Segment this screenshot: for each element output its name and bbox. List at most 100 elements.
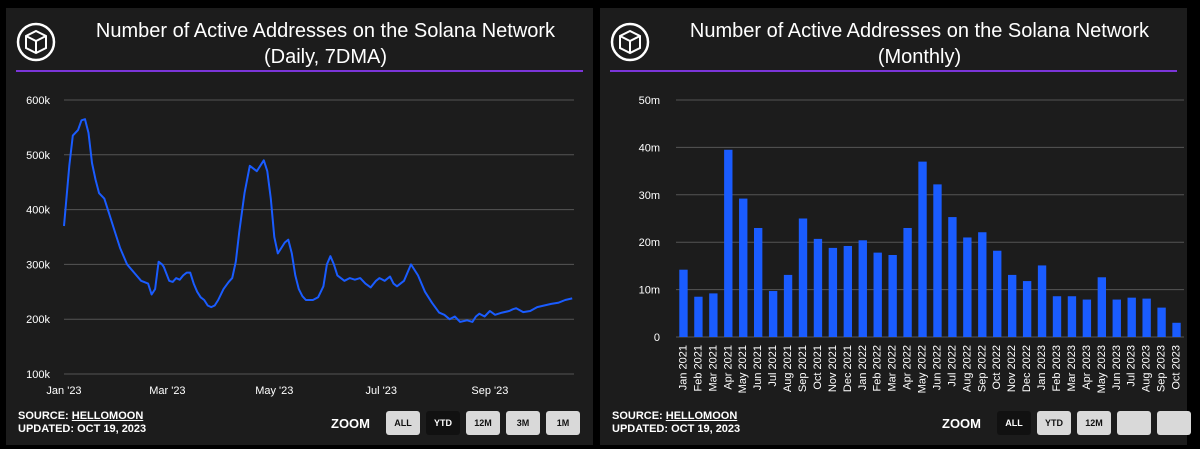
- bar: [1052, 296, 1062, 337]
- x-tick-label: Jul '23: [365, 385, 396, 397]
- x-tick-label: Jan 2023: [1036, 345, 1048, 390]
- x-tick-label: Aug 2021: [782, 345, 794, 392]
- bar: [679, 269, 688, 337]
- y-tick-label: 50m: [639, 95, 660, 107]
- x-tick-label: Feb 2023: [1051, 345, 1063, 391]
- x-tick-label: Nov 2022: [1006, 345, 1018, 392]
- x-tick-label: Apr 2022: [902, 345, 914, 390]
- bar: [1142, 298, 1151, 337]
- bar: [1112, 299, 1121, 337]
- x-tick-label: Sep '23: [471, 385, 508, 397]
- y-tick-label: 300k: [26, 259, 50, 271]
- series-line: [63, 118, 573, 323]
- block-logo-icon: [610, 22, 650, 62]
- bar: [1037, 265, 1047, 337]
- bar: [1127, 297, 1136, 337]
- zoom-button-all[interactable]: ALL: [997, 411, 1031, 435]
- x-tick-label: Jun 2022: [931, 345, 943, 390]
- zoom-button-ytd[interactable]: YTD: [1037, 411, 1071, 435]
- zoom-button-blank-4[interactable]: [1157, 411, 1191, 435]
- x-tick-label: Mar 2022: [887, 345, 899, 391]
- source-link[interactable]: HELLOMOON: [665, 410, 738, 422]
- bar: [1097, 277, 1107, 337]
- x-tick-label: Jul 2023: [1126, 345, 1138, 387]
- x-tick-label: Oct 2023: [1171, 345, 1183, 390]
- bar: [993, 250, 1002, 337]
- x-tick-label: May '23: [255, 385, 293, 397]
- x-tick-label: Feb 2021: [692, 345, 704, 391]
- bar: [1067, 296, 1077, 337]
- bar: [828, 247, 838, 337]
- y-tick-label: 200k: [26, 314, 50, 326]
- x-tick-label: Feb 2022: [872, 345, 884, 391]
- zoom-button-ytd[interactable]: YTD: [426, 411, 460, 435]
- bar: [739, 198, 748, 337]
- x-tick-label: May 2022: [917, 345, 929, 393]
- bar: [768, 291, 778, 337]
- bar: [873, 252, 882, 337]
- y-tick-label: 400k: [26, 205, 50, 217]
- chart-footer: SOURCE: HELLOMOON UPDATED: OCT 19, 2023: [18, 410, 147, 435]
- x-tick-label: Apr 2023: [1081, 345, 1093, 390]
- zoom-button-12m[interactable]: 12M: [1077, 411, 1111, 435]
- bar: [858, 240, 867, 337]
- x-tick-label: Aug 2022: [961, 345, 973, 392]
- x-tick-label: Jul 2021: [767, 345, 779, 387]
- updated-date: UPDATED: OCT 19, 2023: [612, 423, 741, 435]
- x-tick-label: Oct 2022: [991, 345, 1003, 390]
- source-link[interactable]: HELLOMOON: [71, 410, 144, 422]
- x-tick-label: Jan 2021: [677, 345, 689, 390]
- bar: [694, 296, 703, 337]
- y-tick-label: 0: [654, 332, 660, 344]
- x-tick-label: Jan '23: [46, 385, 81, 397]
- x-tick-label: Jun 2021: [752, 345, 764, 390]
- x-tick-label: Mar 2021: [707, 345, 719, 391]
- x-tick-label: Jul 2022: [946, 345, 958, 387]
- bar: [948, 217, 957, 337]
- bar: [709, 293, 718, 337]
- zoom-button-1m[interactable]: 1M: [546, 411, 580, 435]
- y-tick-label: 40m: [639, 142, 660, 154]
- y-tick-label: 20m: [639, 237, 660, 249]
- chart-footer: SOURCE: HELLOMOON UPDATED: OCT 19, 2023: [612, 410, 741, 435]
- zoom-controls: ZOOM ALL YTD 12M: [942, 411, 1191, 435]
- bar: [724, 149, 733, 337]
- bar: [1172, 322, 1181, 337]
- x-tick-label: Jan 2022: [857, 345, 869, 390]
- line-chart: 100k 200k 300k 400k 500k 600k Jan '23 Mar '23 Ma…: [26, 95, 574, 397]
- bar: [978, 232, 987, 337]
- zoom-button-12m[interactable]: 12M: [466, 411, 500, 435]
- x-tick-label: Nov 2021: [827, 345, 839, 392]
- zoom-button-blank-3[interactable]: [1117, 411, 1151, 435]
- bar: [798, 218, 808, 337]
- bar: [1007, 274, 1017, 337]
- x-tick-label: Dec 2022: [1021, 345, 1033, 392]
- x-tick-label: Sep 2022: [976, 345, 988, 392]
- bar: [753, 227, 763, 337]
- y-tick-label: 600k: [26, 95, 50, 107]
- bar: [783, 274, 793, 337]
- chart-title: Number of Active Addresses on the Solana…: [95, 20, 556, 68]
- bar: [963, 237, 972, 337]
- block-logo-icon: [16, 22, 56, 62]
- bar: [903, 227, 912, 337]
- bar: [918, 161, 927, 337]
- x-tick-label: Sep 2023: [1156, 345, 1168, 392]
- x-tick-label: Aug 2023: [1141, 345, 1153, 392]
- bar: [1082, 299, 1092, 337]
- zoom-button-all[interactable]: ALL: [386, 411, 420, 435]
- bar: [813, 238, 823, 337]
- x-tick-label: May 2021: [737, 345, 749, 393]
- zoom-label: ZOOM: [942, 415, 981, 431]
- bar-chart: 0 10m 20m 30m 40m 50m Jan 2021 Feb 2021 Mar 2021…: [639, 95, 1184, 393]
- x-tick-label: Dec 2021: [842, 345, 854, 392]
- daily-chart-panel: Number of Active Addresses on the Solana…: [6, 8, 593, 445]
- updated-date: UPDATED: OCT 19, 2023: [18, 423, 147, 435]
- y-tick-label: 30m: [639, 190, 660, 202]
- zoom-button-3m[interactable]: 3M: [506, 411, 540, 435]
- title-divider: [610, 70, 1177, 72]
- x-tick-label: Oct 2021: [812, 345, 824, 390]
- bar: [1022, 281, 1032, 337]
- bar: [843, 245, 853, 337]
- y-tick-label: 10m: [639, 285, 660, 297]
